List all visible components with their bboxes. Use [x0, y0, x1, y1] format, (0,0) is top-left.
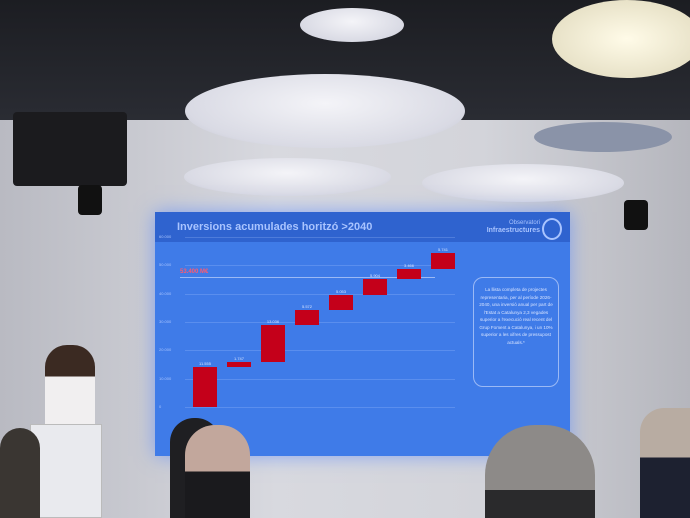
total-label: 53.400 M€ [180, 269, 209, 275]
spotlight [78, 185, 102, 215]
ceiling-lamp [552, 0, 690, 78]
value-label: 5.053 [335, 289, 346, 295]
ceiling-lamp [422, 164, 624, 202]
waterfall-bar [431, 252, 455, 269]
waterfall-bar [397, 268, 421, 279]
brand-line1: Observatori [508, 220, 540, 226]
gridline [185, 322, 455, 323]
y-tick-label: 50.000 [159, 262, 172, 268]
waterfall-bar [193, 367, 217, 407]
ceiling-lamp [534, 122, 672, 152]
speaker-unit [13, 112, 127, 186]
waterfall-bar [261, 325, 285, 363]
slide-header: Inversions acumulades horitzó >2040 Obse… [155, 212, 570, 242]
value-label: 1.747 [233, 356, 244, 362]
y-tick-label: 40.000 [159, 290, 172, 296]
slide-title: Inversions acumulades horitzó >2040 [177, 221, 373, 233]
value-label: 3.466 [403, 262, 414, 268]
gridline [185, 265, 455, 267]
y-tick-label: 30.000 [159, 319, 172, 324]
gridline [185, 407, 455, 408]
y-tick-label: 10.000 [159, 375, 172, 381]
audience-head [485, 425, 595, 518]
waterfall-bar [329, 295, 353, 310]
gridline [185, 378, 455, 380]
waterfall-bar [295, 309, 319, 326]
waterfall-bar [227, 362, 251, 368]
audience-head [640, 408, 690, 518]
y-tick-label: 0 [159, 404, 162, 409]
value-label: 13.036 [266, 319, 280, 325]
brand: Observatori Infraestructures [487, 219, 540, 235]
presenter [45, 345, 95, 435]
projection-screen: Inversions acumulades horitzó >2040 Obse… [155, 212, 570, 456]
value-label: 5.904 [369, 272, 380, 278]
value-label: 5.572 [301, 303, 312, 309]
brand-line2: Infraestructures [486, 227, 540, 234]
audience-head [0, 428, 40, 518]
summary-box: La llista completa de projectes represen… [473, 277, 559, 387]
ceiling-lamp [185, 74, 465, 148]
gridline [185, 350, 455, 352]
total-line [180, 277, 435, 278]
spotlight [624, 200, 648, 230]
podium [30, 424, 102, 518]
logo-icon [542, 218, 562, 240]
ceiling-lamp [184, 158, 391, 196]
ceiling-lamp [300, 8, 404, 42]
audience-head [185, 425, 250, 518]
value-label: 5.741 [437, 246, 448, 252]
value-label: 11.555 [199, 361, 211, 367]
waterfall-bar [363, 278, 387, 296]
gridline [185, 293, 455, 295]
gridline [185, 237, 455, 238]
y-tick-label: 60.000 [159, 234, 172, 239]
y-tick-label: 20.000 [159, 347, 172, 353]
